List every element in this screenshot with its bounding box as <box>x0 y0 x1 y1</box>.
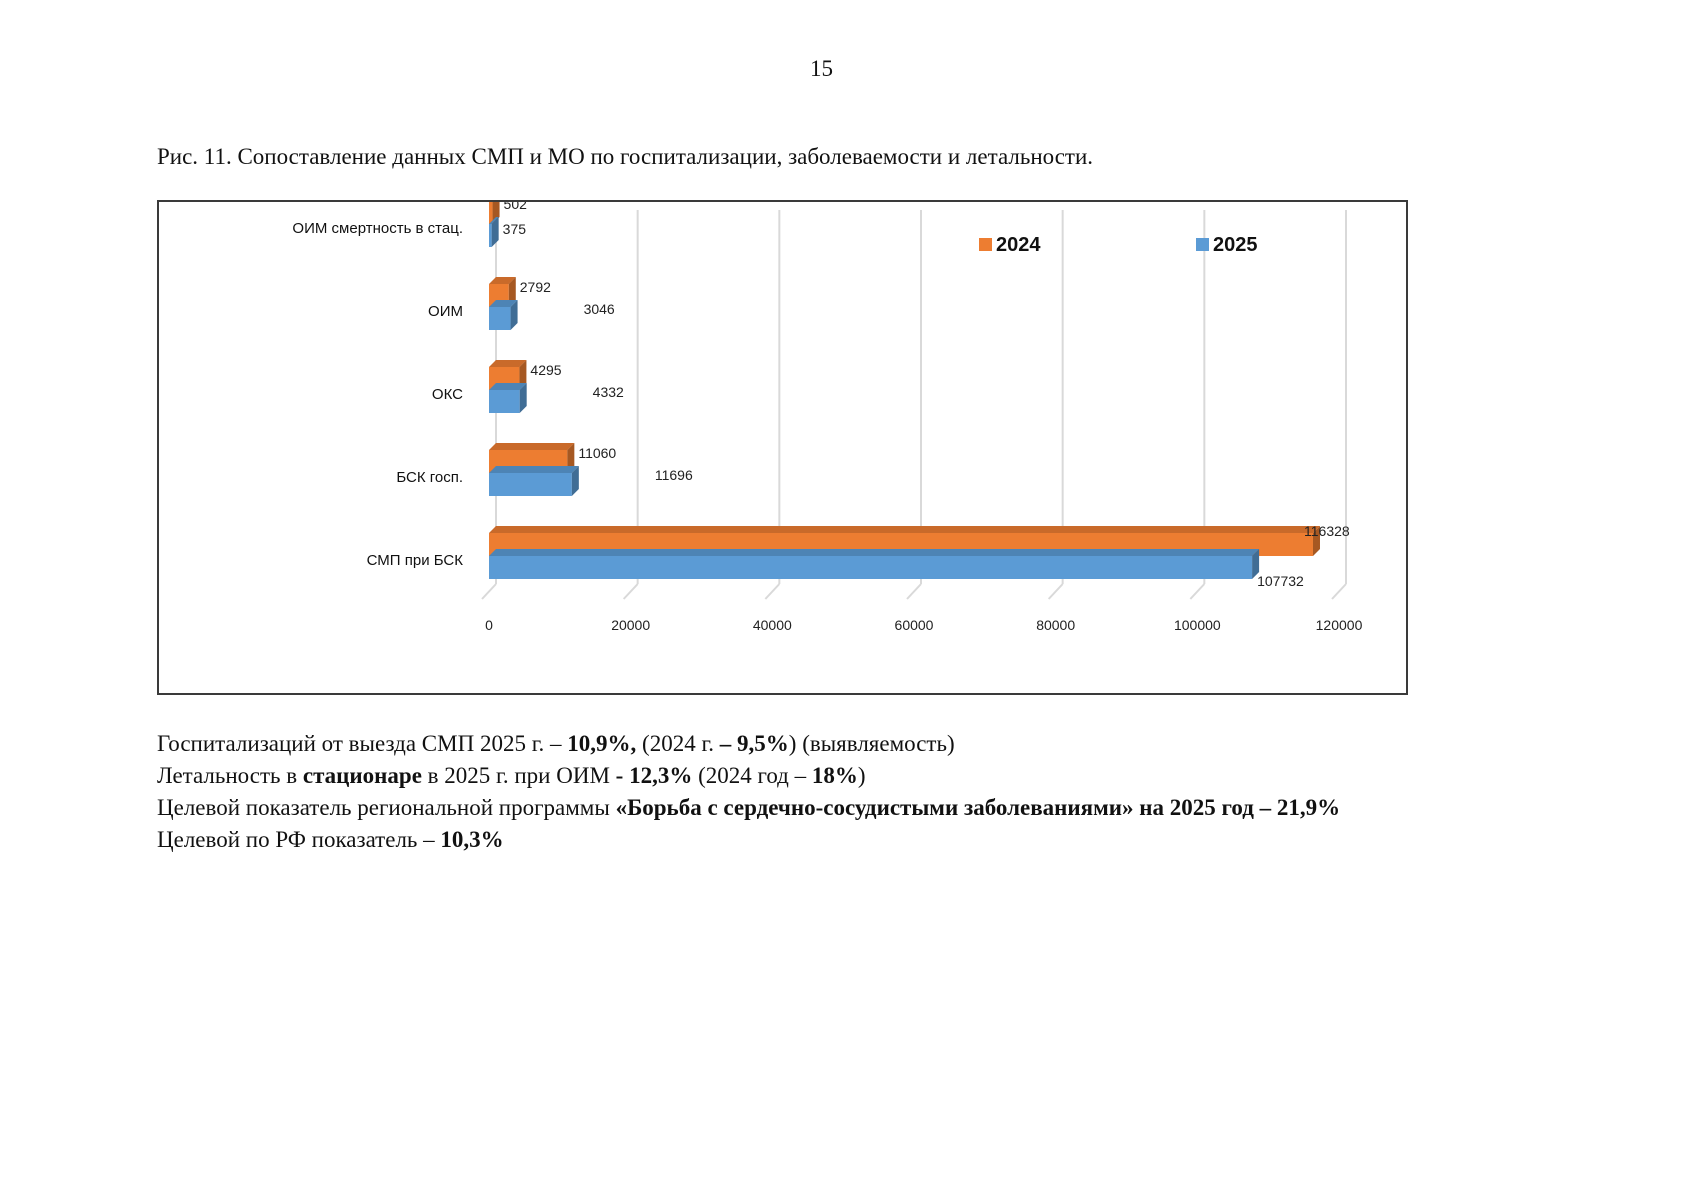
bar <box>489 307 511 330</box>
legend-swatch <box>1196 238 1209 251</box>
bar-side <box>519 383 527 413</box>
bar <box>489 390 520 413</box>
bar-top <box>489 466 579 473</box>
bar-top <box>489 360 527 367</box>
note-segment: Целевой показатель региональной программ… <box>157 795 616 820</box>
note-line: Целевой показатель региональной программ… <box>157 792 1340 824</box>
category-label: ОКС <box>432 386 463 403</box>
data-label: 2792 <box>520 279 551 295</box>
legend-swatch <box>979 238 992 251</box>
data-label: 502 <box>504 202 528 212</box>
bar-top <box>489 277 516 284</box>
legend-label: 2024 <box>996 234 1041 256</box>
bar-top <box>489 526 1320 533</box>
legend-label: 2025 <box>1213 234 1258 256</box>
bar-top <box>489 549 1260 556</box>
data-label: 4295 <box>530 362 561 378</box>
note-segment: ) <box>857 763 866 788</box>
note-segment: 10,9%, <box>567 731 637 756</box>
x-tick-label: 20000 <box>611 617 650 633</box>
gridline-floor <box>622 583 639 600</box>
note-segment: – 9,5% <box>719 731 789 756</box>
note-segment: (2024 год – <box>692 763 812 788</box>
note-segment: «Борьба с сердечно-сосудистыми заболеван… <box>615 795 1341 820</box>
bar-side <box>510 300 518 330</box>
figure-caption: Рис. 11. Сопоставление данных СМП и МО п… <box>157 144 1094 169</box>
note-line: Госпитализаций от выезда СМП 2025 г. – 1… <box>157 728 1340 760</box>
note-line: Целевой по РФ показатель – 10,3% <box>157 824 1340 856</box>
note-line: Летальность в стационаре в 2025 г. при О… <box>157 760 1340 792</box>
bar <box>489 473 572 496</box>
category-label: ОИМ смертность в стац. <box>292 220 463 237</box>
note-segment: ) (выявляемость) <box>788 731 955 756</box>
chart-frame: 0 20000 40000 60000 80000 100000 120000 СМП при… <box>157 200 1408 695</box>
bar-top <box>489 217 499 224</box>
data-label: 3046 <box>584 301 615 317</box>
bar-top <box>489 300 518 307</box>
data-label: 116328 <box>1304 523 1350 539</box>
note-segment: стационаре <box>302 763 422 788</box>
note-segment: 18% <box>811 763 858 788</box>
gridline-floor <box>481 583 497 600</box>
category-label: ОИМ <box>428 303 463 320</box>
category-label: СМП при БСК <box>367 552 464 569</box>
x-tick-label: 40000 <box>753 617 792 633</box>
data-label: 11696 <box>655 467 693 483</box>
bar-side <box>1252 549 1260 579</box>
note-segment: Госпитализаций от выезда СМП 2025 г. – <box>157 731 568 756</box>
note-segment: Летальность в <box>157 763 303 788</box>
notes-block: Госпитализаций от выезда СМП 2025 г. – 1… <box>157 728 1340 856</box>
bar-side <box>519 360 527 390</box>
gridline-floor <box>1047 583 1064 600</box>
bar-side <box>491 217 499 247</box>
note-segment: 10,3% <box>440 827 504 852</box>
note-segment: - 12,3% <box>615 763 693 788</box>
page-number: 15 <box>810 56 833 81</box>
note-segment: (2024 г. <box>636 731 720 756</box>
bar <box>489 224 492 247</box>
x-tick-label: 100000 <box>1174 617 1221 633</box>
bar-side <box>571 466 579 496</box>
note-segment: Целевой по РФ показатель – <box>157 827 441 852</box>
bar <box>489 202 493 224</box>
gridline-floor <box>1189 583 1206 600</box>
bar <box>489 556 1253 579</box>
x-tick-label: 0 <box>485 617 493 633</box>
gridline-floor <box>1331 583 1347 600</box>
bar-top <box>489 443 575 450</box>
bar-side <box>1312 526 1320 556</box>
category-label: БСК госп. <box>396 469 463 486</box>
data-label: 11060 <box>578 445 616 461</box>
gridline-floor <box>906 583 922 600</box>
gridline-floor <box>764 583 781 600</box>
bar-side <box>508 277 516 307</box>
data-label: 107732 <box>1257 573 1304 589</box>
x-tick-label: 120000 <box>1316 617 1363 633</box>
data-label: 4332 <box>593 384 624 400</box>
data-label: 375 <box>503 221 527 237</box>
note-segment: в 2025 г. при ОИМ <box>421 763 616 788</box>
x-tick-label: 80000 <box>1036 617 1075 633</box>
bar-side <box>567 443 575 473</box>
bar-chart: 0 20000 40000 60000 80000 100000 120000 СМП при… <box>292 202 1363 633</box>
x-tick-label: 60000 <box>895 617 934 633</box>
bar-top <box>489 383 527 390</box>
